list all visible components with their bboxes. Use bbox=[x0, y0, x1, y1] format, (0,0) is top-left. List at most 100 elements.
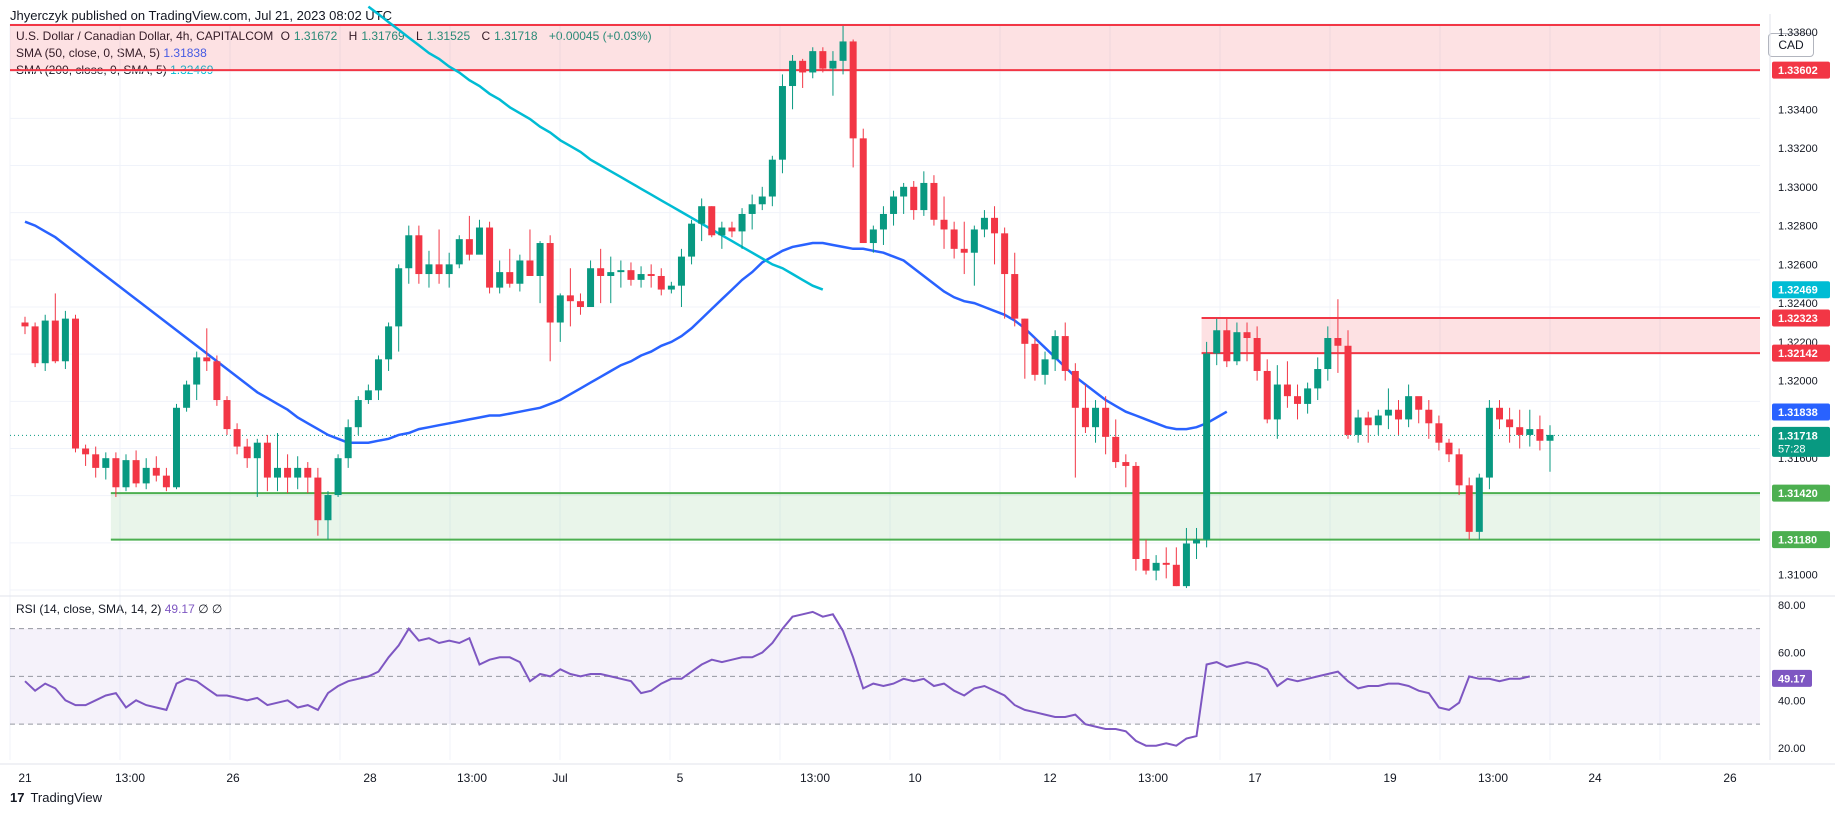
candle-body bbox=[304, 467, 312, 478]
price-tick-label: 1.33400 bbox=[1778, 104, 1818, 116]
candle-body bbox=[344, 427, 352, 459]
last-price-tag-bg bbox=[1772, 426, 1830, 457]
candle bbox=[758, 186, 766, 211]
candle bbox=[71, 314, 79, 453]
candle bbox=[152, 456, 160, 482]
candle-body bbox=[1455, 454, 1463, 486]
candle-body bbox=[1415, 396, 1423, 410]
candle bbox=[789, 55, 797, 110]
candle-body bbox=[395, 268, 403, 327]
candle-body bbox=[1061, 336, 1069, 371]
candle bbox=[869, 225, 877, 253]
candle bbox=[677, 248, 685, 307]
candles bbox=[21, 25, 1554, 589]
candle bbox=[294, 456, 302, 490]
candle bbox=[617, 260, 625, 288]
candle bbox=[849, 39, 857, 168]
candle-body bbox=[1132, 465, 1140, 559]
candle bbox=[1465, 477, 1473, 540]
candle bbox=[1071, 363, 1079, 478]
candle-body bbox=[193, 357, 201, 385]
candle-body bbox=[1001, 233, 1009, 275]
time-tick-label: 13:00 bbox=[1138, 771, 1168, 785]
candle bbox=[819, 47, 827, 73]
price-chart[interactable]: 1.33800 1.33400 1.33200 1.33000 1.32800 1.326… bbox=[0, 0, 1835, 790]
candle-body bbox=[1516, 427, 1524, 435]
candle bbox=[1132, 462, 1140, 571]
candle bbox=[516, 254, 524, 292]
candle-body bbox=[1193, 539, 1201, 544]
candle-body bbox=[1536, 429, 1544, 441]
candle-body bbox=[657, 275, 665, 290]
candle bbox=[112, 452, 120, 497]
candle bbox=[253, 438, 261, 497]
currency-button[interactable]: CAD bbox=[1768, 33, 1814, 57]
candle-body bbox=[597, 268, 605, 276]
candle bbox=[425, 250, 433, 288]
candle-body bbox=[314, 477, 322, 521]
candle bbox=[82, 444, 90, 466]
sma200-price-tag-bg bbox=[1772, 281, 1830, 299]
candle bbox=[1294, 384, 1302, 420]
candle-body bbox=[708, 206, 716, 236]
candle-body bbox=[1384, 409, 1392, 416]
high-label: H bbox=[349, 29, 358, 43]
candle-body bbox=[51, 320, 59, 362]
candle bbox=[1304, 382, 1312, 414]
high-value: 1.31769 bbox=[361, 29, 404, 43]
candle bbox=[193, 351, 201, 401]
time-axis: 21 13:00 26 28 13:00 Jul 5 13:00 10 12 13:00 17 19 13… bbox=[18, 771, 1737, 785]
candle bbox=[41, 314, 49, 371]
candle-body bbox=[1031, 343, 1039, 375]
candle-body bbox=[1253, 338, 1261, 371]
candle bbox=[1001, 227, 1009, 319]
sma200-price-tag: 1.32469 bbox=[1772, 281, 1830, 299]
sma50-value: 1.31838 bbox=[163, 46, 206, 60]
candle bbox=[1102, 396, 1110, 455]
candle-body bbox=[31, 326, 39, 364]
candle-body bbox=[566, 295, 574, 302]
candle bbox=[1445, 438, 1453, 463]
candle-body bbox=[1475, 477, 1483, 532]
candle bbox=[1475, 473, 1483, 540]
time-tick-label: 13:00 bbox=[115, 771, 145, 785]
candle bbox=[1152, 555, 1160, 581]
sma50-price-tag: 1.31838 bbox=[1772, 403, 1830, 421]
candle-body bbox=[1112, 436, 1120, 463]
candle-body bbox=[1445, 442, 1453, 455]
candle-body bbox=[122, 460, 130, 488]
candle bbox=[1193, 527, 1201, 559]
candle-body bbox=[425, 264, 433, 275]
rsi-tick-label: 40.00 bbox=[1778, 695, 1806, 707]
time-tick-label: 13:00 bbox=[457, 771, 487, 785]
candle bbox=[930, 175, 938, 226]
candle-body bbox=[1172, 564, 1180, 587]
candle bbox=[607, 256, 615, 304]
candle bbox=[647, 264, 655, 288]
candle bbox=[1344, 330, 1352, 439]
candle-body bbox=[1334, 338, 1342, 346]
candle-body bbox=[819, 51, 827, 69]
sma50-label: SMA (50, close, 0, SMA, 5) bbox=[16, 46, 160, 60]
candle bbox=[263, 434, 271, 492]
candle bbox=[455, 235, 463, 269]
price-tick-label: 1.32600 bbox=[1778, 259, 1818, 271]
candle bbox=[738, 208, 746, 249]
candle-body bbox=[496, 272, 504, 288]
footer: 17 TradingView bbox=[10, 790, 102, 805]
candle bbox=[21, 316, 29, 335]
candle bbox=[1112, 419, 1120, 468]
time-tick-label: 10 bbox=[908, 771, 922, 785]
sma50-legend: SMA (50, close, 0, SMA, 5) 1.31838 bbox=[16, 46, 207, 60]
support-zone bbox=[110, 492, 1761, 541]
sma200-line bbox=[367, 5, 824, 291]
change-value: +0.00045 (+0.03%) bbox=[549, 29, 652, 43]
candle-body bbox=[1182, 543, 1190, 587]
rsi-panel: 80.00 60.00 40.00 20.00 49.17 bbox=[10, 600, 1812, 755]
candle bbox=[839, 25, 847, 75]
candle bbox=[183, 380, 191, 412]
candle bbox=[556, 293, 564, 342]
publisher-line: Jhyerczyk published on TradingView.com, … bbox=[10, 8, 393, 23]
resistance-zone bbox=[10, 23, 1760, 72]
candle bbox=[627, 262, 635, 286]
